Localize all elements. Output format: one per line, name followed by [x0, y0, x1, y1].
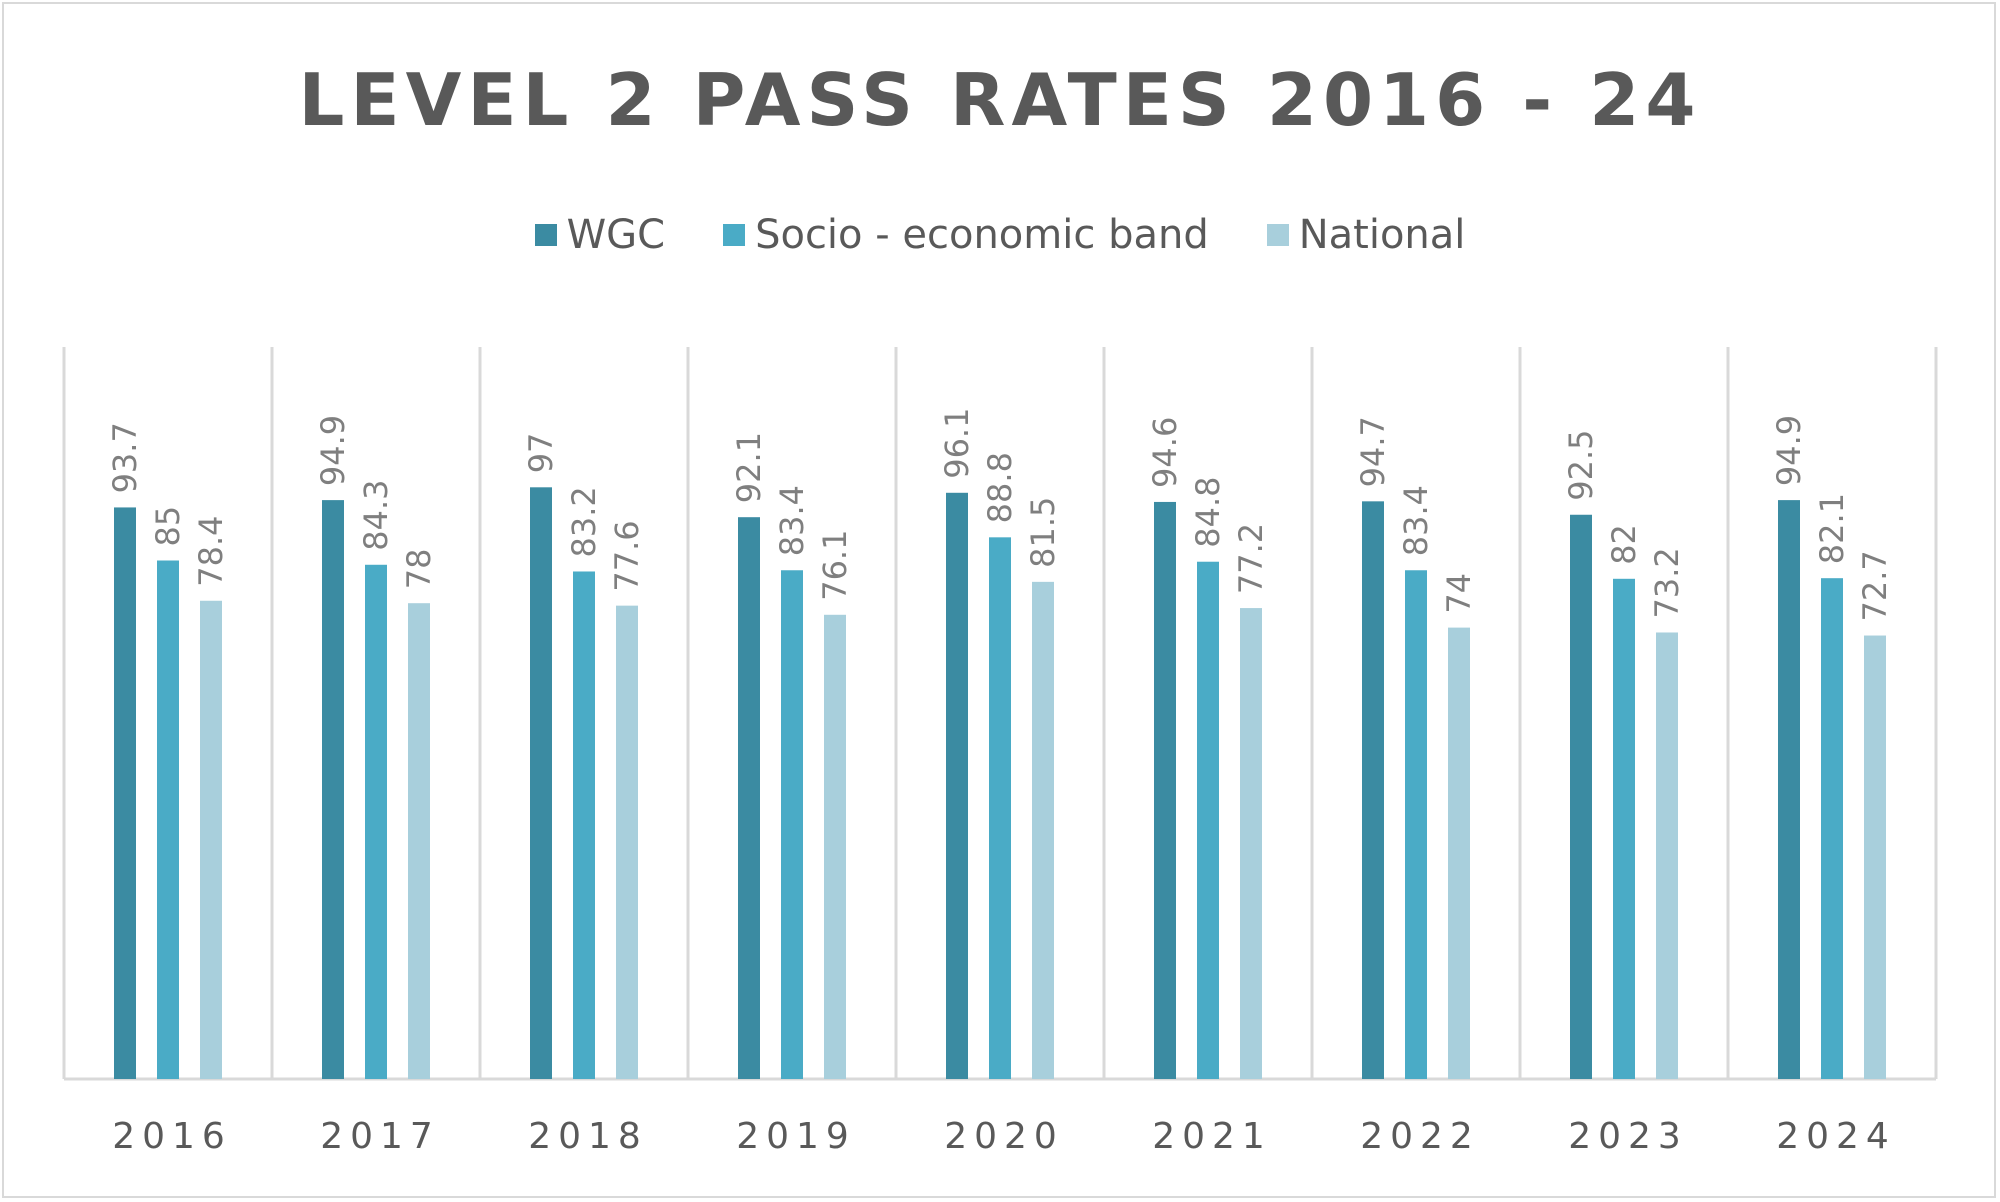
bar-wgc-2021 — [1154, 501, 1176, 1079]
legend-swatch — [723, 224, 746, 246]
bar-socio-economic-band-2017 — [365, 564, 387, 1079]
data-label: 78 — [400, 548, 438, 589]
legend-swatch — [1266, 224, 1289, 246]
data-label: 78.4 — [192, 516, 230, 587]
bar-wgc-2017 — [322, 500, 344, 1079]
x-tick-label: 2019 — [736, 1116, 856, 1157]
bar-wgc-2024 — [1778, 500, 1800, 1079]
data-label: 84.3 — [357, 480, 395, 551]
bar-socio-economic-band-2022 — [1405, 570, 1427, 1079]
legend-item-socio-economic-band: Socio - economic band — [723, 212, 1209, 258]
legend-item-national: National — [1266, 212, 1466, 258]
x-tick-label: 2017 — [320, 1116, 440, 1157]
data-label: 76.1 — [816, 530, 854, 601]
data-label: 77.6 — [608, 520, 646, 591]
data-label: 82 — [1605, 524, 1643, 565]
data-label: 94.9 — [1770, 415, 1808, 486]
bar-wgc-2020 — [946, 492, 968, 1079]
data-label: 92.1 — [730, 432, 768, 503]
bar-socio-economic-band-2019 — [781, 570, 803, 1079]
bar-national-2018 — [616, 605, 638, 1079]
bar-socio-economic-band-2020 — [989, 537, 1011, 1079]
data-label: 94.9 — [314, 415, 352, 486]
data-label: 94.6 — [1146, 417, 1184, 488]
legend-item-wgc: WGC — [534, 212, 666, 258]
data-label: 83.4 — [773, 485, 811, 556]
x-tick-label: 2020 — [944, 1116, 1064, 1157]
data-label: 88.8 — [981, 452, 1019, 523]
data-label: 94.7 — [1354, 416, 1392, 487]
bar-national-2021 — [1240, 608, 1262, 1079]
legend-label: National — [1298, 212, 1466, 258]
bar-wgc-2023 — [1570, 514, 1592, 1079]
data-label: 93.7 — [106, 422, 144, 493]
data-label: 92.5 — [1562, 430, 1600, 501]
x-tick-label: 2023 — [1568, 1116, 1688, 1157]
bar-national-2019 — [824, 614, 846, 1079]
x-tick-label: 2018 — [528, 1116, 648, 1157]
bar-socio-economic-band-2023 — [1613, 578, 1635, 1079]
data-label: 83.2 — [565, 486, 603, 557]
data-label: 97 — [522, 433, 560, 474]
bar-national-2017 — [408, 603, 430, 1079]
bar-national-2022 — [1448, 627, 1470, 1079]
bar-national-2020 — [1032, 581, 1054, 1079]
bar-wgc-2018 — [530, 487, 552, 1079]
bar-national-2023 — [1656, 632, 1678, 1079]
bar-national-2016 — [200, 600, 222, 1079]
bar-socio-economic-band-2018 — [573, 571, 595, 1079]
data-label: 81.5 — [1024, 497, 1062, 568]
data-label: 73.2 — [1648, 547, 1686, 618]
bar-national-2024 — [1864, 635, 1886, 1079]
chart-title: LEVEL 2 PASS RATES 2016 - 24 — [298, 58, 1702, 142]
x-tick-label: 2024 — [1776, 1116, 1896, 1157]
x-tick-label: 2021 — [1152, 1116, 1272, 1157]
data-label: 83.4 — [1397, 485, 1435, 556]
bar-socio-economic-band-2016 — [157, 560, 179, 1079]
data-label: 85 — [149, 506, 187, 547]
data-label: 84.8 — [1189, 476, 1227, 547]
x-tick-label: 2016 — [112, 1116, 232, 1157]
bar-socio-economic-band-2021 — [1197, 561, 1219, 1079]
bar-wgc-2022 — [1362, 501, 1384, 1080]
x-tick-label: 2022 — [1360, 1116, 1480, 1157]
data-label: 72.7 — [1856, 550, 1894, 621]
data-label: 74 — [1440, 573, 1478, 614]
data-label: 77.2 — [1232, 523, 1270, 594]
bar-wgc-2019 — [738, 517, 760, 1079]
bar-socio-economic-band-2024 — [1821, 578, 1843, 1079]
legend-label: Socio - economic band — [755, 212, 1209, 258]
bar-wgc-2016 — [114, 507, 136, 1079]
legend-swatch — [534, 224, 557, 246]
legend: WGC Socio - economic band National — [0, 212, 2000, 258]
data-label: 96.1 — [938, 408, 976, 479]
data-label: 82.1 — [1813, 493, 1851, 564]
legend-label: WGC — [566, 212, 666, 258]
